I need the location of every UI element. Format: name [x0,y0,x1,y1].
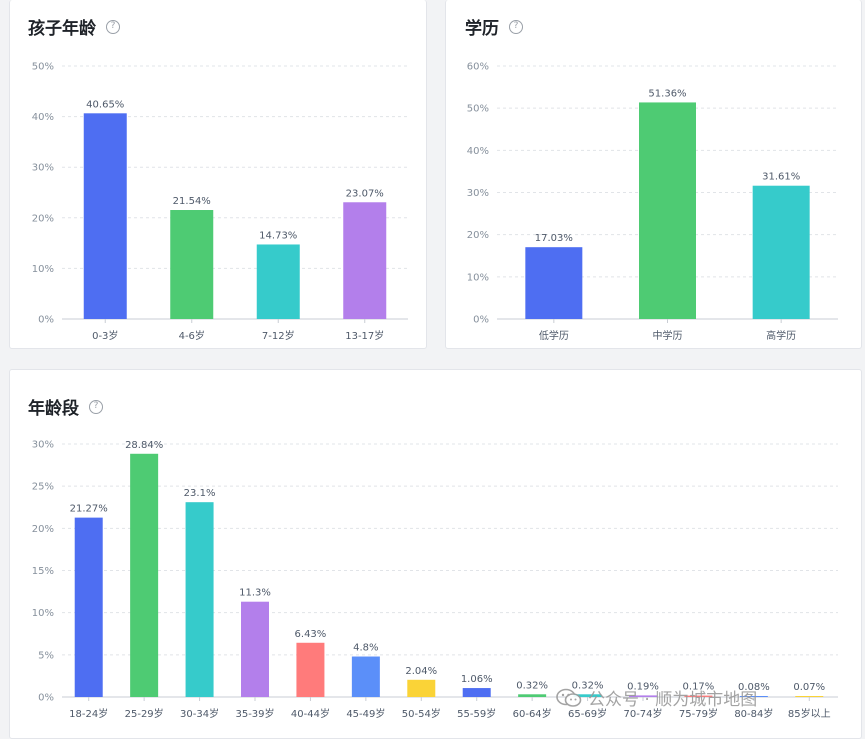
education-title: 学历 [465,19,499,39]
edu-xtick-label: 中学历 [653,329,683,342]
edu-ytick-label: 30% [467,188,489,199]
range-xtick-label: 45-49岁 [346,707,385,720]
age-bar [83,113,127,319]
age-bar [343,202,387,319]
edu-ytick-label: 0% [473,315,489,326]
age-ytick-label: 10% [32,264,54,275]
age-data-label: 40.65% [86,99,124,110]
age-ytick-label: 40% [32,112,54,123]
help-icon[interactable]: ? [106,19,120,34]
edu-bar [525,247,583,319]
edu-data-label: 17.03% [535,233,573,244]
range-data-label: 0.19% [627,681,659,692]
range-ytick-label: 10% [32,608,54,619]
edu-ytick-label: 10% [467,272,489,283]
range-data-label: 28.84% [125,440,163,451]
range-data-label: 0.17% [683,682,715,693]
help-icon[interactable]: ? [509,19,523,34]
edu-bar [752,185,810,319]
range-data-label: 6.43% [295,629,327,640]
range-xtick-label: 18-24岁 [69,707,108,720]
range-data-label: 4.8% [353,643,378,654]
range-xtick-label: 25-29岁 [125,707,164,720]
range-bar [573,694,602,697]
range-bar [185,502,214,697]
edu-bar [639,102,696,319]
range-bar [629,695,657,697]
range-ytick-label: 0% [38,693,54,704]
range-ytick-label: 15% [32,566,54,577]
age-ytick-label: 0% [38,315,54,326]
age-data-label: 14.73% [259,230,297,241]
range-data-label: 0.32% [516,680,548,691]
range-bar [296,642,325,697]
age-ytick-label: 50% [32,62,54,73]
age-xtick-label: 7-12岁 [262,329,295,342]
edu-data-label: 51.36% [648,88,686,99]
range-bar [739,696,768,697]
age-range-title: 年龄段 [28,399,79,419]
range-data-label: 21.27% [70,504,108,515]
range-bar [130,453,159,697]
range-xtick-label: 55-59岁 [457,707,496,720]
child-age-title: 孩子年龄 [28,19,96,39]
range-data-label: 0.07% [793,682,825,693]
age-ytick-label: 30% [32,163,54,174]
range-xtick-label: 50-54岁 [402,707,441,720]
range-data-label: 0.08% [738,682,770,693]
edu-ytick-label: 60% [467,62,489,73]
range-ytick-label: 25% [32,482,54,493]
range-bar [684,695,713,697]
age-bar [256,244,300,319]
age-data-label: 23.07% [346,188,384,199]
range-bar [462,688,491,697]
age-bar [170,210,214,319]
range-xtick-label: 75-79岁 [679,707,718,720]
age-xtick-label: 4-6岁 [179,329,205,342]
range-xtick-label: 35-39岁 [235,707,274,720]
range-bar [241,601,269,697]
range-data-label: 2.04% [405,666,437,677]
edu-data-label: 31.61% [762,172,800,183]
edu-ytick-label: 50% [467,104,489,115]
range-data-label: 0.32% [572,680,604,691]
range-xtick-label: 40-44岁 [291,707,330,720]
range-bar [518,694,547,697]
range-xtick-label: 65-69岁 [568,707,607,720]
age-range-title-row: 年龄段 ? [28,394,103,419]
range-ytick-label: 30% [32,440,54,451]
range-xtick-label: 60-64岁 [513,707,552,720]
range-data-label: 11.3% [239,588,271,599]
range-bar [351,656,380,697]
age-xtick-label: 0-3岁 [92,329,118,342]
range-bar [74,517,103,697]
education-title-row: 学历 ? [465,14,523,39]
range-bar [407,679,436,697]
range-data-label: 1.06% [461,674,493,685]
age-data-label: 21.54% [173,196,211,207]
range-xtick-label: 80-84岁 [734,707,773,720]
range-xtick-label: 85岁以上 [788,707,831,720]
age-ytick-label: 20% [32,213,54,224]
child-age-title-row: 孩子年龄 ? [28,14,120,39]
range-ytick-label: 20% [32,524,54,535]
range-xtick-label: 70-74岁 [623,707,662,720]
edu-ytick-label: 20% [467,230,489,241]
edu-ytick-label: 40% [467,146,489,157]
edu-xtick-label: 低学历 [539,329,569,342]
range-ytick-label: 5% [38,650,54,661]
age-xtick-label: 13-17岁 [345,329,384,342]
child-age-card: 孩子年龄 ? [9,0,427,349]
range-data-label: 23.1% [184,488,216,499]
range-xtick-label: 30-34岁 [180,707,219,720]
edu-xtick-label: 高学历 [766,329,796,342]
range-bar [795,696,824,697]
help-icon[interactable]: ? [89,399,103,414]
